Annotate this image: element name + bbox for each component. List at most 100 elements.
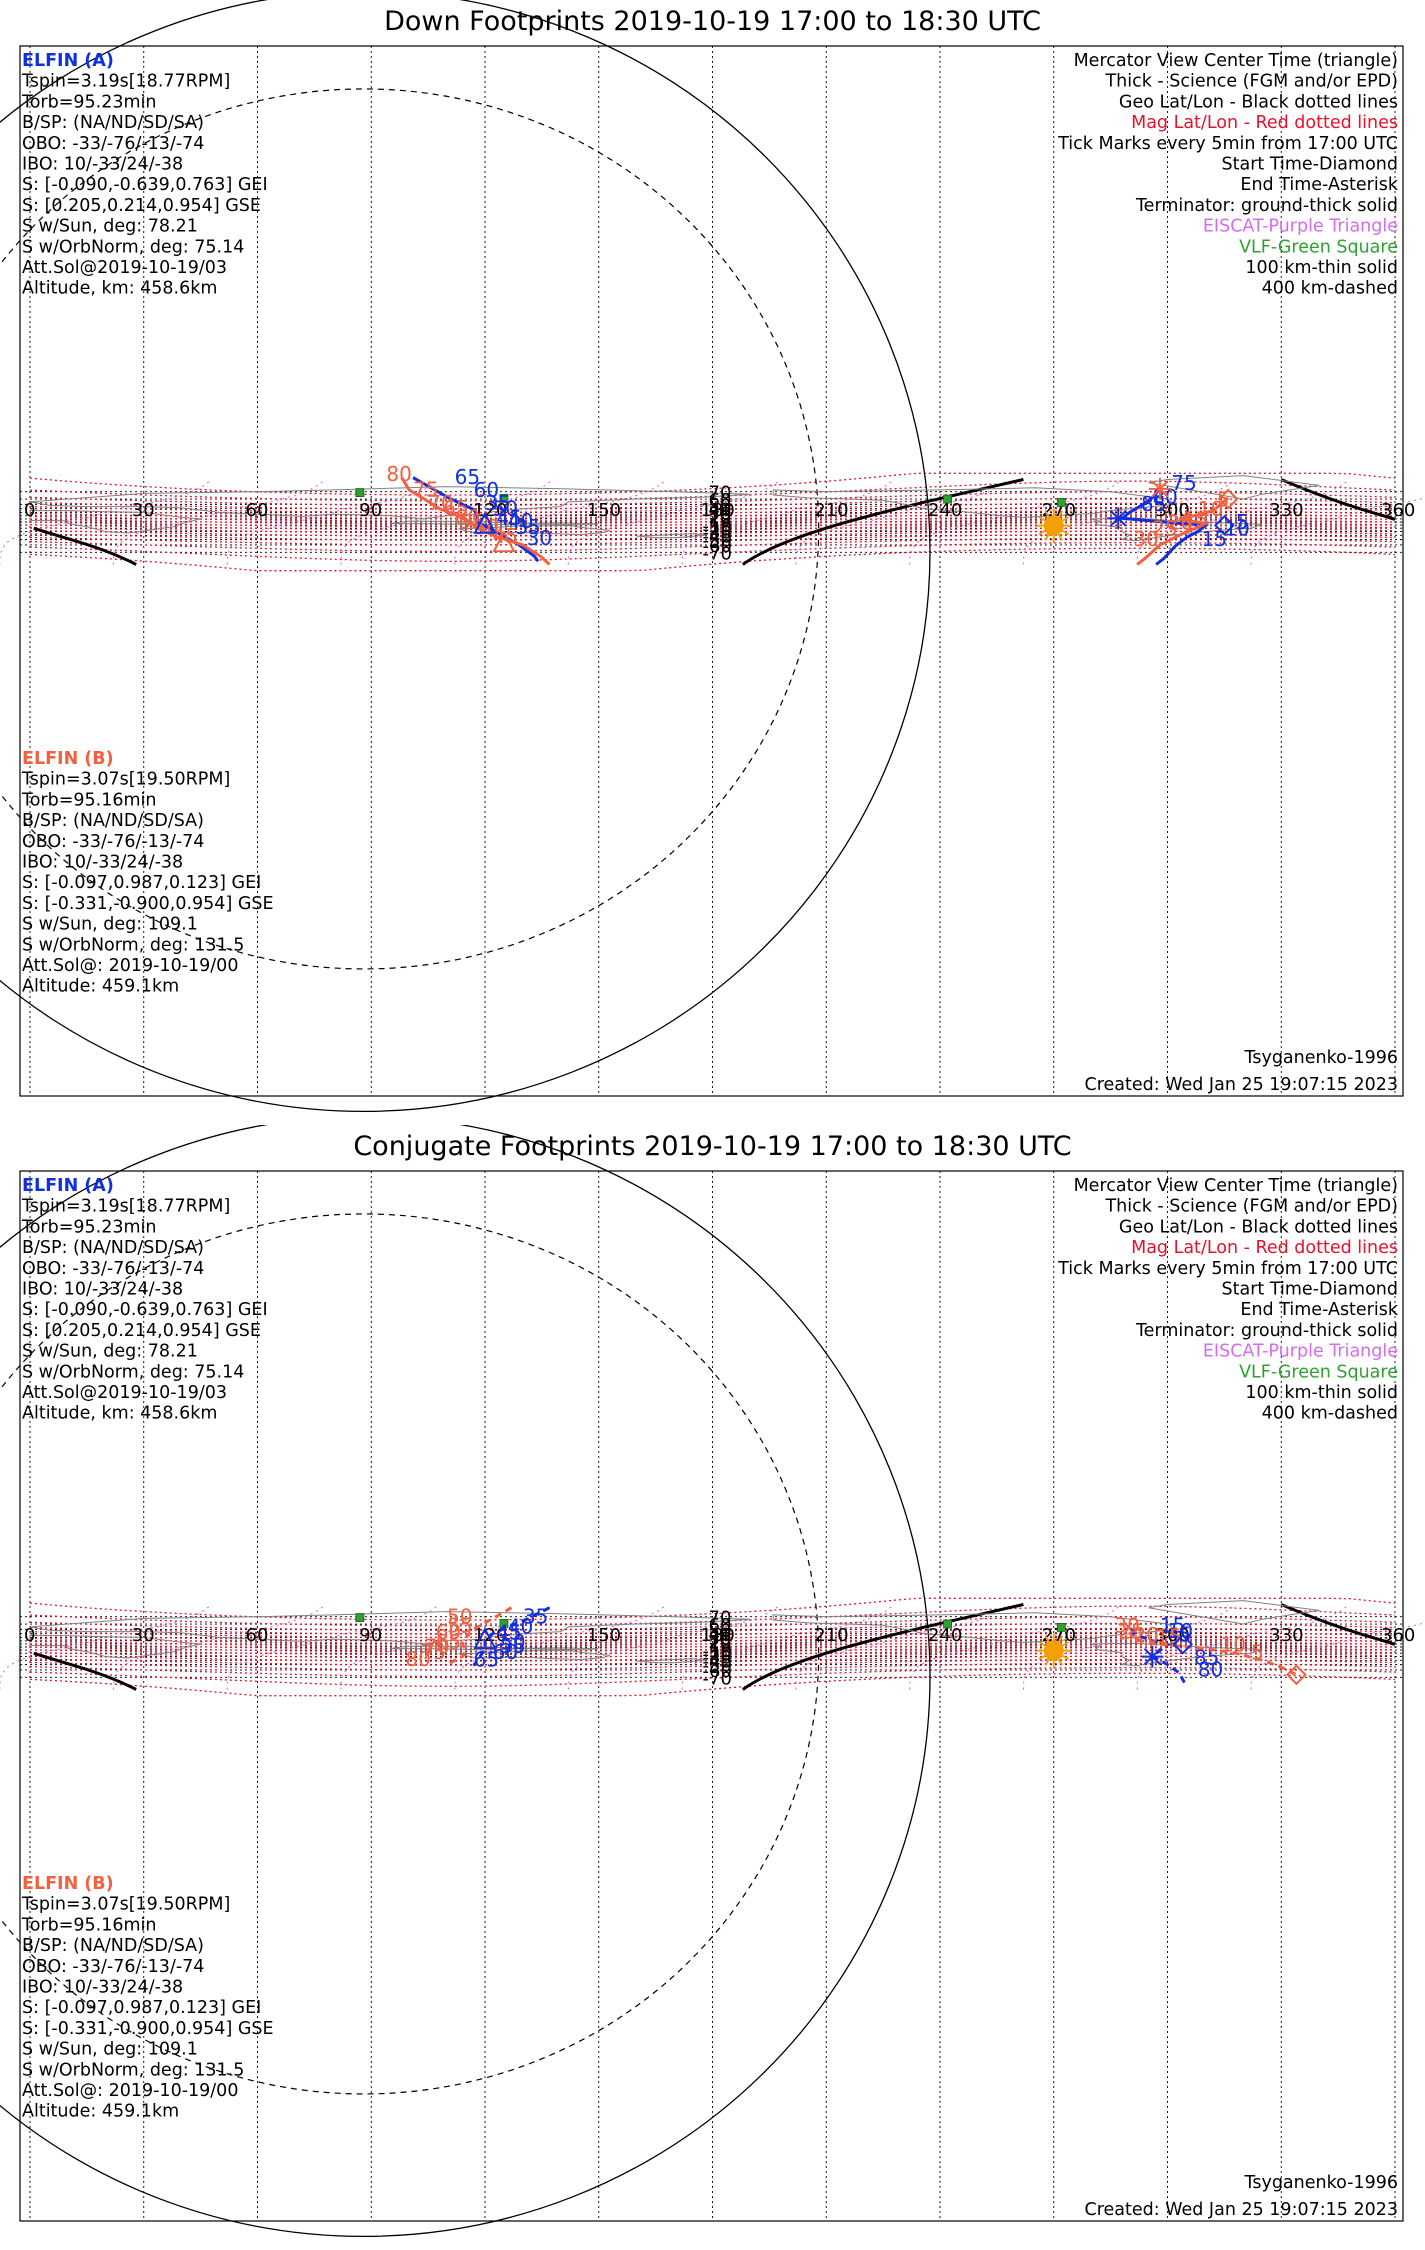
footprint-track — [445, 1606, 513, 1668]
track-tick-label: 50 — [500, 1630, 525, 1654]
elfin-a-info-line: Att.Sol@2019-10-19/03 — [22, 1383, 227, 1403]
legend-line: Mag Lat/Lon - Red dotted lines — [1131, 113, 1398, 133]
lat-tick-label: 40 — [709, 1625, 732, 1646]
lat-tick-label: -20 — [703, 1644, 732, 1665]
start-time-diamond-marker — [1217, 488, 1239, 510]
lon-tick-label: 0 — [24, 500, 35, 521]
elfin-b-info-line: IBO: 10/-33/24/-38 — [22, 1978, 183, 1998]
mag-lon-line — [1022, 479, 1237, 565]
track-tick-label: 75 — [413, 477, 438, 501]
mag-lon-line — [567, 479, 782, 565]
track-tick-label: 15 — [1183, 508, 1208, 532]
elfin-b-info-line: OBO: -33/-76/-13/-74 — [22, 1957, 204, 1977]
footprint-track — [472, 1606, 551, 1667]
mag-lon-line — [340, 1604, 554, 1690]
lat-tick-label: -40 — [703, 1651, 732, 1672]
elfin-b-info-line: Altitude: 459.1km — [22, 977, 179, 997]
coastline — [29, 1611, 751, 1645]
vlf-station-square-marker — [1056, 1622, 1066, 1632]
elfin-b-info-line: S w/OrbNorm, deg: 131.5 — [22, 935, 244, 955]
track-tick-label: 60 — [455, 505, 480, 529]
track-tick-label: 65 — [436, 1630, 461, 1654]
panel-title: Down Footprints 2019-10-19 17:00 to 18:3… — [384, 6, 1041, 37]
track-tick-label: 5 — [1236, 510, 1249, 534]
conjugate-footprints-map: 0 30 60 90 120 150 180 210 240 270 300 330 360706050… — [0, 1125, 1425, 2237]
track-tick-label: 55 — [447, 1613, 472, 1637]
track-tick-label: 20 — [1168, 511, 1193, 535]
terminator-line — [33, 526, 137, 566]
vlf-station-square-marker — [943, 1619, 952, 1629]
track-tick-label: 80 — [386, 462, 411, 486]
mag-lon-line — [226, 1604, 440, 1690]
panel-title: Conjugate Footprints 2019-10-19 17:00 to… — [353, 1131, 1072, 1162]
elfin-a-info-line: IBO: 10/-33/24/-38 — [22, 155, 183, 175]
elfin-b-info-line: IBO: 10/-33/24/-38 — [22, 853, 183, 873]
vlf-station-square-marker — [943, 494, 952, 504]
legend-line: Tick Marks every 5min from 17:00 UTC — [1057, 134, 1398, 154]
mag-lon-line — [1022, 1604, 1237, 1690]
sun-ray — [1057, 1635, 1064, 1644]
sun-ray — [1038, 1641, 1047, 1648]
track-tick-label: 45 — [496, 506, 521, 530]
coastline — [1148, 1600, 1320, 1625]
plot-frame — [19, 45, 1404, 1097]
sun-icon — [1043, 1640, 1064, 1661]
legend-line: 400 km-dashed — [1262, 279, 1398, 299]
elfin-a-info-line: S w/OrbNorm, deg: 75.14 — [22, 1362, 244, 1382]
lon-tick-label: 330 — [1269, 1625, 1303, 1646]
elfin-b-info-line: Torb=95.16min — [21, 790, 157, 810]
vlf-station-square-marker — [1056, 497, 1066, 507]
model-label: Tsyganenko-1996 — [1244, 1048, 1398, 1068]
field-circle-400km — [0, 1213, 820, 2095]
legend-line: End Time-Asterisk — [1240, 175, 1398, 195]
lat-tick-label: -60 — [703, 536, 732, 557]
mag-lon-line — [0, 479, 213, 565]
lat-tick-label: -60 — [703, 1661, 732, 1682]
lon-tick-label: 240 — [928, 500, 962, 521]
terminator-line — [741, 478, 1024, 566]
mag-lon-line — [681, 1604, 895, 1690]
elfin-b-info-line: S: [-0.331,-0.900,0.954] GSE — [22, 2019, 274, 2039]
lon-tick-label: 90 — [359, 500, 382, 521]
track-tick-label: 80 — [1198, 1657, 1223, 1681]
lon-tick-label: 240 — [928, 1625, 962, 1646]
elfin-a-info-line: B/SP: (NA/ND/SD/SA) — [22, 113, 204, 133]
lat-tick-label: -50 — [703, 1656, 732, 1677]
elfin-a-info-line: S w/Sun, deg: 78.21 — [22, 1342, 198, 1362]
sun-ray — [1038, 1654, 1047, 1661]
footprint-track — [1118, 487, 1210, 566]
elfin-a-info-line: S w/OrbNorm, deg: 75.14 — [22, 237, 244, 257]
elfin-a-info-line: IBO: 10/-33/24/-38 — [22, 1280, 183, 1300]
lat-tick-label: 70 — [709, 1608, 732, 1629]
lon-tick-label: 150 — [587, 1625, 621, 1646]
start-time-diamond-marker — [1286, 1664, 1307, 1686]
track-tick-label: 15 — [1160, 1613, 1185, 1637]
footprint-track — [1136, 496, 1230, 566]
model-label: Tsyganenko-1996 — [1244, 2173, 1398, 2193]
lat-tick-label: -40 — [703, 526, 732, 547]
elfin-a-info-line: Torb=95.23min — [21, 1217, 157, 1237]
mag-lon-line — [226, 479, 440, 565]
elfin-b-info-line: S w/Sun, deg: 109.1 — [22, 2040, 198, 2060]
elfin-a-info-line: Altitude, km: 458.6km — [22, 1404, 217, 1424]
legend-line: VLF-Green Square — [1239, 237, 1398, 257]
legend-line: Mercator View Center Time (triangle) — [1074, 1176, 1398, 1196]
lon-tick-label: 360 — [1381, 500, 1415, 521]
track-tick-label: 60 — [493, 1640, 518, 1664]
legend-line: 100 km-thin solid — [1245, 1383, 1398, 1403]
lat-tick-label: 10 — [709, 510, 732, 531]
coastline — [636, 533, 705, 539]
track-tick-label: 50 — [447, 1604, 472, 1628]
end-time-asterisk-marker — [1143, 1648, 1161, 1666]
sun-ray — [1057, 532, 1064, 541]
legend-line: Terminator: ground-thick solid — [1135, 1321, 1398, 1341]
elfin-a-info-line: Torb=95.23min — [21, 92, 157, 112]
terminator-line — [741, 1603, 1024, 1691]
coastline — [29, 1635, 201, 1659]
lon-tick-label: 270 — [1042, 500, 1076, 521]
vlf-station-square-marker — [355, 1613, 365, 1622]
elfin-b-info-line: Altitude: 459.1km — [22, 2102, 179, 2122]
lat-tick-label: 60 — [709, 490, 732, 511]
footprint-track — [412, 476, 540, 563]
vlf-station-square-marker — [499, 494, 509, 503]
